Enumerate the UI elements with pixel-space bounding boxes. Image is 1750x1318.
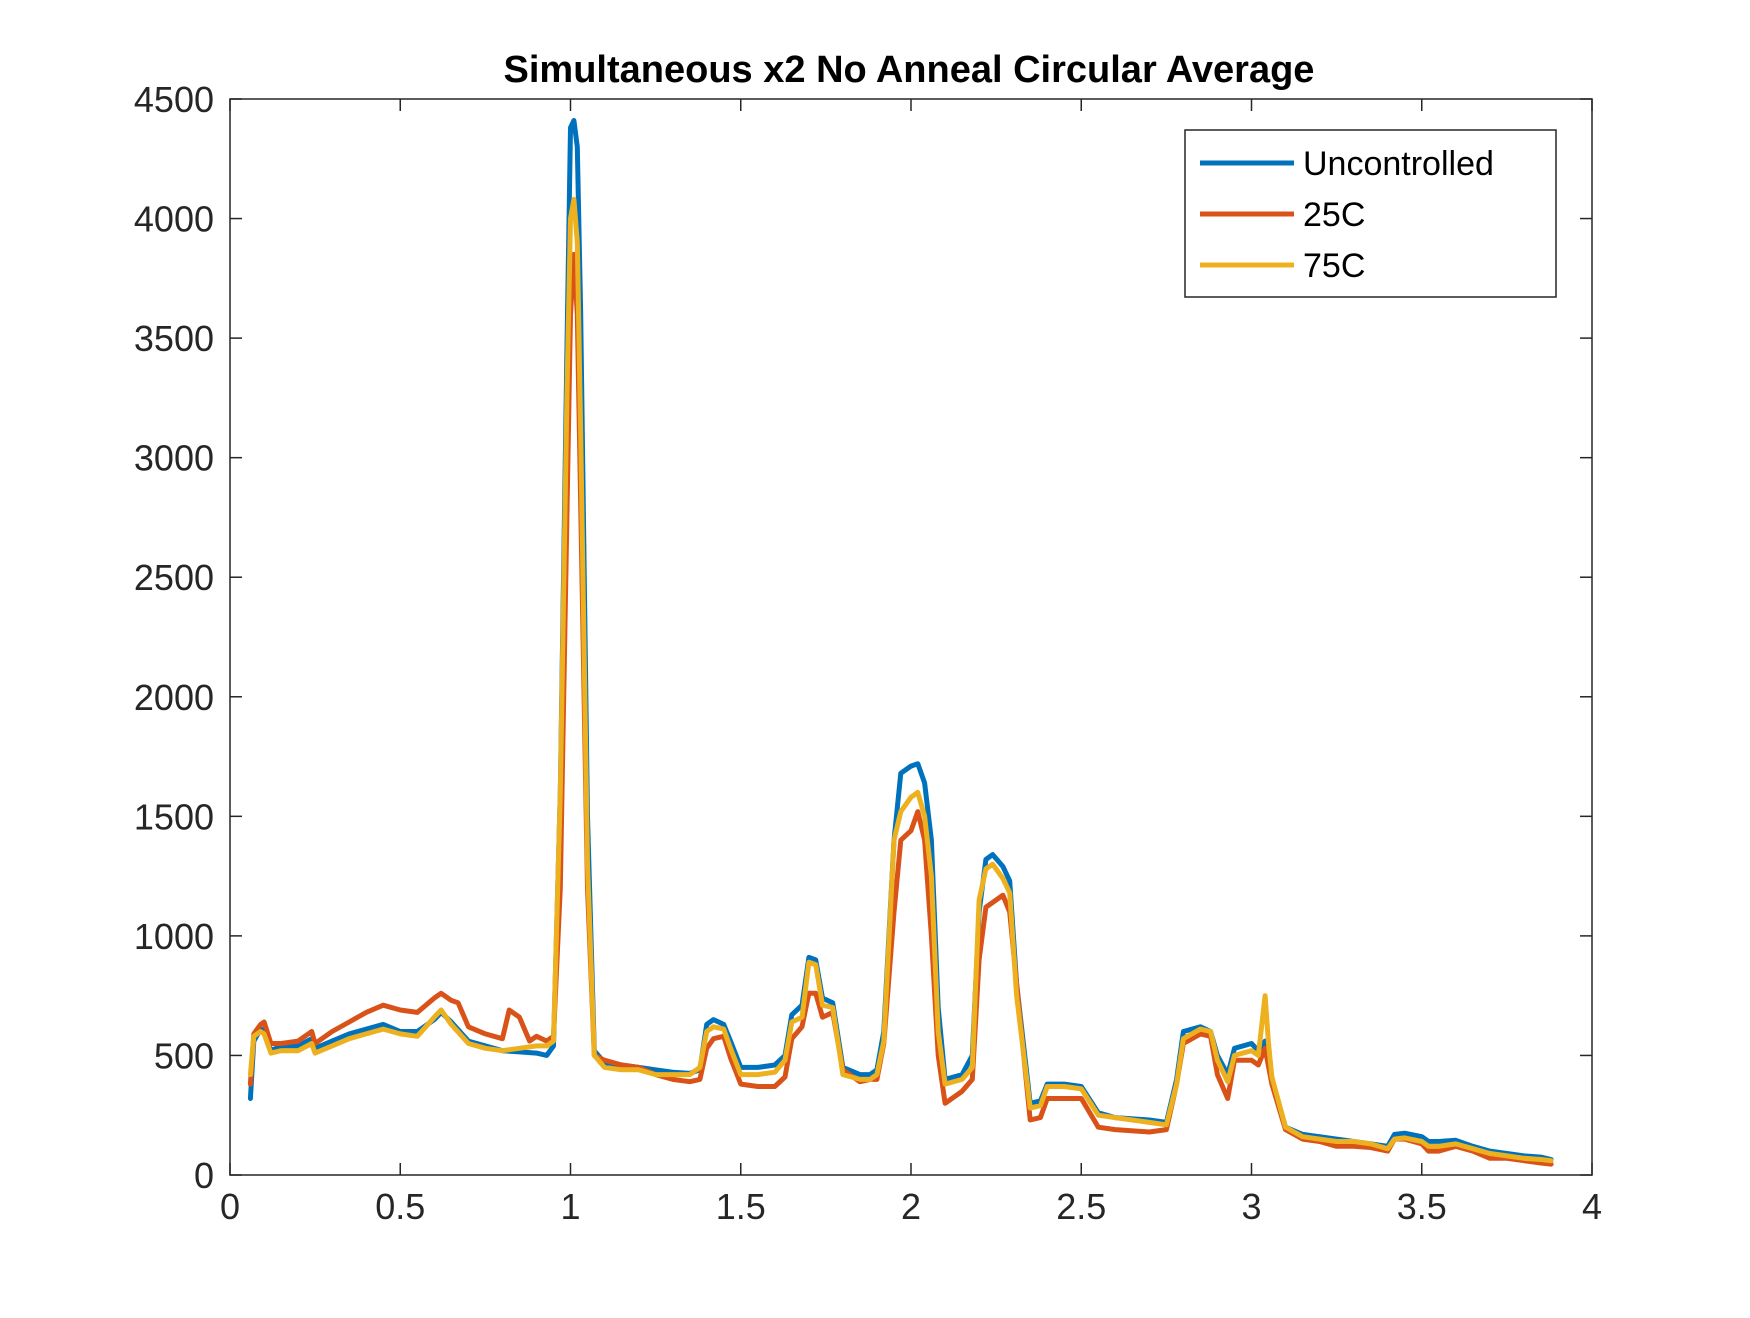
x-tick-label: 3.5 <box>1397 1186 1447 1227</box>
x-tick-label: 1.5 <box>716 1186 766 1227</box>
x-tick-label: 0.5 <box>375 1186 425 1227</box>
ticks: 0 0.5 1 1.5 2 2.5 3 3.5 4 0 500 1000 1500 2000 2500 300… <box>134 79 1602 1227</box>
x-tick-label: 3 <box>1241 1186 1261 1227</box>
series-line-3 <box>247 196 1554 1164</box>
y-tick-label: 500 <box>154 1035 214 1076</box>
y-tick-label: 4000 <box>134 199 214 240</box>
y-tick-label: 3500 <box>134 318 214 359</box>
x-tick-label: 2 <box>901 1186 921 1227</box>
legend: Uncontrolled 25C 75C <box>1184 129 1557 298</box>
x-tick-label: 1 <box>560 1186 580 1227</box>
legend-label-1: Uncontrolled <box>1303 145 1494 183</box>
chart-title: Simultaneous x2 No Anneal Circular Avera… <box>504 49 1315 91</box>
x-tick-label: 0 <box>220 1186 240 1227</box>
y-tick-label: 2000 <box>134 677 214 718</box>
legend-label-3: 75C <box>1303 247 1365 285</box>
y-tick-label: 1500 <box>134 796 214 837</box>
y-tick-label: 4500 <box>134 79 214 120</box>
y-tick-label: 1000 <box>134 916 214 957</box>
y-tick-label: 3000 <box>134 438 214 479</box>
legend-label-2: 25C <box>1303 196 1365 234</box>
y-tick-label: 2500 <box>134 557 214 598</box>
y-tick-label: 0 <box>194 1155 214 1196</box>
x-tick-label: 4 <box>1582 1186 1602 1227</box>
plot-area <box>247 118 1554 1167</box>
x-tick-label: 2.5 <box>1056 1186 1106 1227</box>
